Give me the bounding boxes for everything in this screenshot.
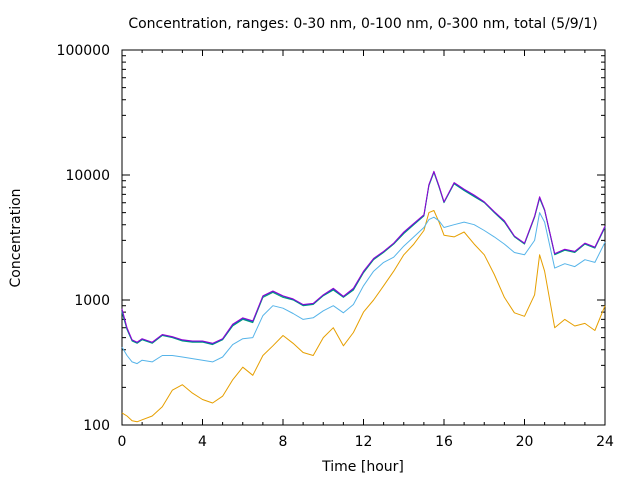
x-axis-label: Time [hour]: [321, 459, 404, 475]
x-tick-label: 20: [516, 434, 534, 450]
y-tick-label: 100000: [57, 43, 110, 59]
y-axis-ticks: 100 1000 10000 100000: [57, 43, 605, 434]
series-line-1: [121, 210, 606, 423]
x-tick-label: 16: [435, 434, 453, 450]
chart-title: Concentration, ranges: 0-30 nm, 0-100 nm…: [128, 16, 597, 32]
y-tick-label: 10000: [65, 168, 110, 184]
y-axis-label: Concentration: [8, 188, 24, 287]
series-line-5: [121, 170, 606, 344]
x-tick-label: 4: [198, 434, 207, 450]
series-group: [121, 170, 606, 423]
y-tick-label: 100: [83, 418, 110, 434]
y-tick-label: 1000: [74, 293, 110, 309]
x-axis-ticks: 0 4 8 12 16 20 24: [118, 50, 614, 450]
plot-area: [121, 49, 606, 426]
plot-frame: [121, 49, 606, 426]
x-tick-label: 12: [355, 434, 373, 450]
x-tick-label: 24: [596, 434, 614, 450]
x-tick-label: 8: [279, 434, 288, 450]
series-line-3: [121, 171, 606, 346]
series-line-2: [121, 212, 606, 365]
x-tick-label: 0: [118, 434, 127, 450]
series-line-4: [121, 171, 606, 345]
